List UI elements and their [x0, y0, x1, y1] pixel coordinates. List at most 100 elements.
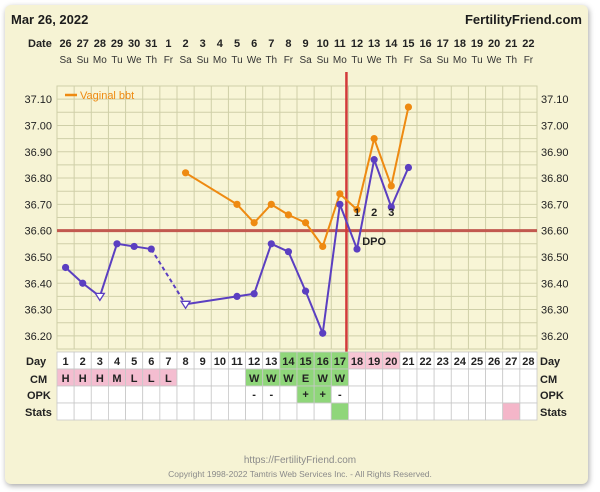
weekday-label: Mo — [93, 55, 107, 66]
opk-cell — [399, 385, 418, 404]
date-row-label: Date — [28, 38, 52, 50]
weekday-label: Su — [317, 55, 329, 66]
cm-value: H — [96, 373, 104, 385]
stats-cell — [519, 402, 538, 421]
stats-row-label-right: Stats — [540, 407, 567, 419]
date-label: 16 — [419, 38, 431, 50]
date-label: 2 — [183, 38, 189, 50]
bbt-segment — [304, 290, 324, 334]
bbt-point — [370, 156, 378, 164]
cm-value: L — [148, 373, 155, 385]
cm-cell — [433, 368, 452, 387]
bbt-segment — [338, 203, 358, 250]
cm-cell — [485, 368, 504, 387]
y-tick-label-right: 36.90 — [541, 147, 569, 159]
bbt-point — [319, 329, 327, 337]
cm-cell — [348, 368, 366, 387]
date-label: 3 — [200, 38, 206, 50]
stats-cell — [193, 402, 212, 421]
weekday-label: Th — [505, 55, 517, 66]
stats-cell — [399, 402, 418, 421]
cm-value: M — [112, 373, 121, 385]
vaginal-bbt-segment — [253, 203, 273, 224]
date-label: 20 — [488, 38, 500, 50]
bbt-segment — [356, 159, 376, 250]
bbt-point — [387, 203, 395, 211]
stats-cell — [348, 402, 366, 421]
day-number: 4 — [114, 356, 121, 368]
stats-cell — [416, 402, 435, 421]
bbt-point — [130, 242, 138, 251]
day-number: 8 — [183, 356, 189, 368]
opk-cell — [108, 385, 126, 404]
vaginal-bbt-point — [181, 169, 190, 177]
y-tick-label-right: 36.80 — [541, 173, 569, 185]
day-number: 15 — [299, 356, 311, 368]
cm-value: H — [62, 373, 70, 385]
opk-cell — [176, 385, 195, 404]
day-number: 18 — [351, 356, 363, 368]
weekday-label: Fr — [524, 55, 534, 66]
stats-cell — [296, 402, 315, 421]
y-tick-label-left: 36.90 — [24, 147, 52, 159]
opk-cell — [125, 385, 144, 404]
date-label: 8 — [285, 38, 291, 50]
opk-cell — [450, 385, 469, 404]
vaginal-bbt-point — [284, 211, 293, 219]
bbt-point — [233, 292, 241, 300]
bbt-point — [267, 240, 275, 248]
bbt-point — [61, 263, 70, 272]
vaginal-bbt-segment — [236, 203, 255, 224]
vaginal-bbt-point — [387, 182, 395, 190]
cm-cell — [193, 368, 212, 387]
footer-url[interactable]: https://FertilityFriend.com — [243, 455, 357, 466]
dpo-number: 3 — [388, 207, 394, 219]
cm-cell — [502, 368, 521, 387]
y-tick-label-left: 36.50 — [24, 252, 52, 264]
date-label: 21 — [505, 38, 517, 50]
cm-value: L — [131, 373, 138, 385]
weekday-label: We — [127, 55, 142, 66]
cm-value: H — [79, 373, 87, 385]
stats-cell — [433, 402, 452, 421]
day-number: 2 — [80, 356, 86, 368]
stats-cell — [142, 402, 161, 421]
vaginal-bbt-point — [370, 135, 378, 143]
site-name[interactable]: FertilityFriend.com — [464, 12, 582, 27]
day-number: 21 — [402, 356, 414, 368]
y-tick-label-right: 36.50 — [541, 252, 569, 264]
stats-cell — [56, 402, 75, 421]
date-label: 1 — [165, 38, 171, 50]
opk-cell — [228, 385, 246, 404]
stats-cell — [502, 402, 521, 421]
date-label: 19 — [471, 38, 483, 50]
stats-cell — [90, 402, 109, 421]
opk-cell — [348, 385, 366, 404]
date-label: 27 — [77, 38, 89, 50]
date-label: 13 — [368, 38, 380, 50]
opk-row-label-left: OPK — [27, 390, 51, 402]
opk-cell — [382, 385, 401, 404]
bbt-segment — [287, 251, 307, 292]
opk-row-label-right: OPK — [540, 390, 564, 402]
date-label: 29 — [111, 38, 123, 50]
date-label: 28 — [94, 38, 106, 50]
opk-cell — [210, 385, 229, 404]
day-number: 28 — [522, 356, 534, 368]
stats-cell — [365, 402, 384, 421]
opk-cell — [159, 385, 178, 404]
date-label: 7 — [268, 38, 274, 50]
weekday-label: Th — [385, 55, 397, 66]
bbt-point — [79, 279, 87, 287]
vaginal-bbt-point — [336, 190, 344, 198]
vaginal-bbt-point — [233, 200, 241, 208]
day-number: 3 — [97, 356, 103, 368]
date-label: 31 — [145, 38, 157, 50]
weekday-label: Sa — [59, 55, 72, 66]
opk-value: - — [338, 389, 342, 401]
day-number: 16 — [317, 356, 329, 368]
opk-cell — [519, 385, 538, 404]
stats-cell — [279, 402, 298, 421]
cm-cell — [176, 368, 195, 387]
weekday-label: Su — [197, 55, 209, 66]
